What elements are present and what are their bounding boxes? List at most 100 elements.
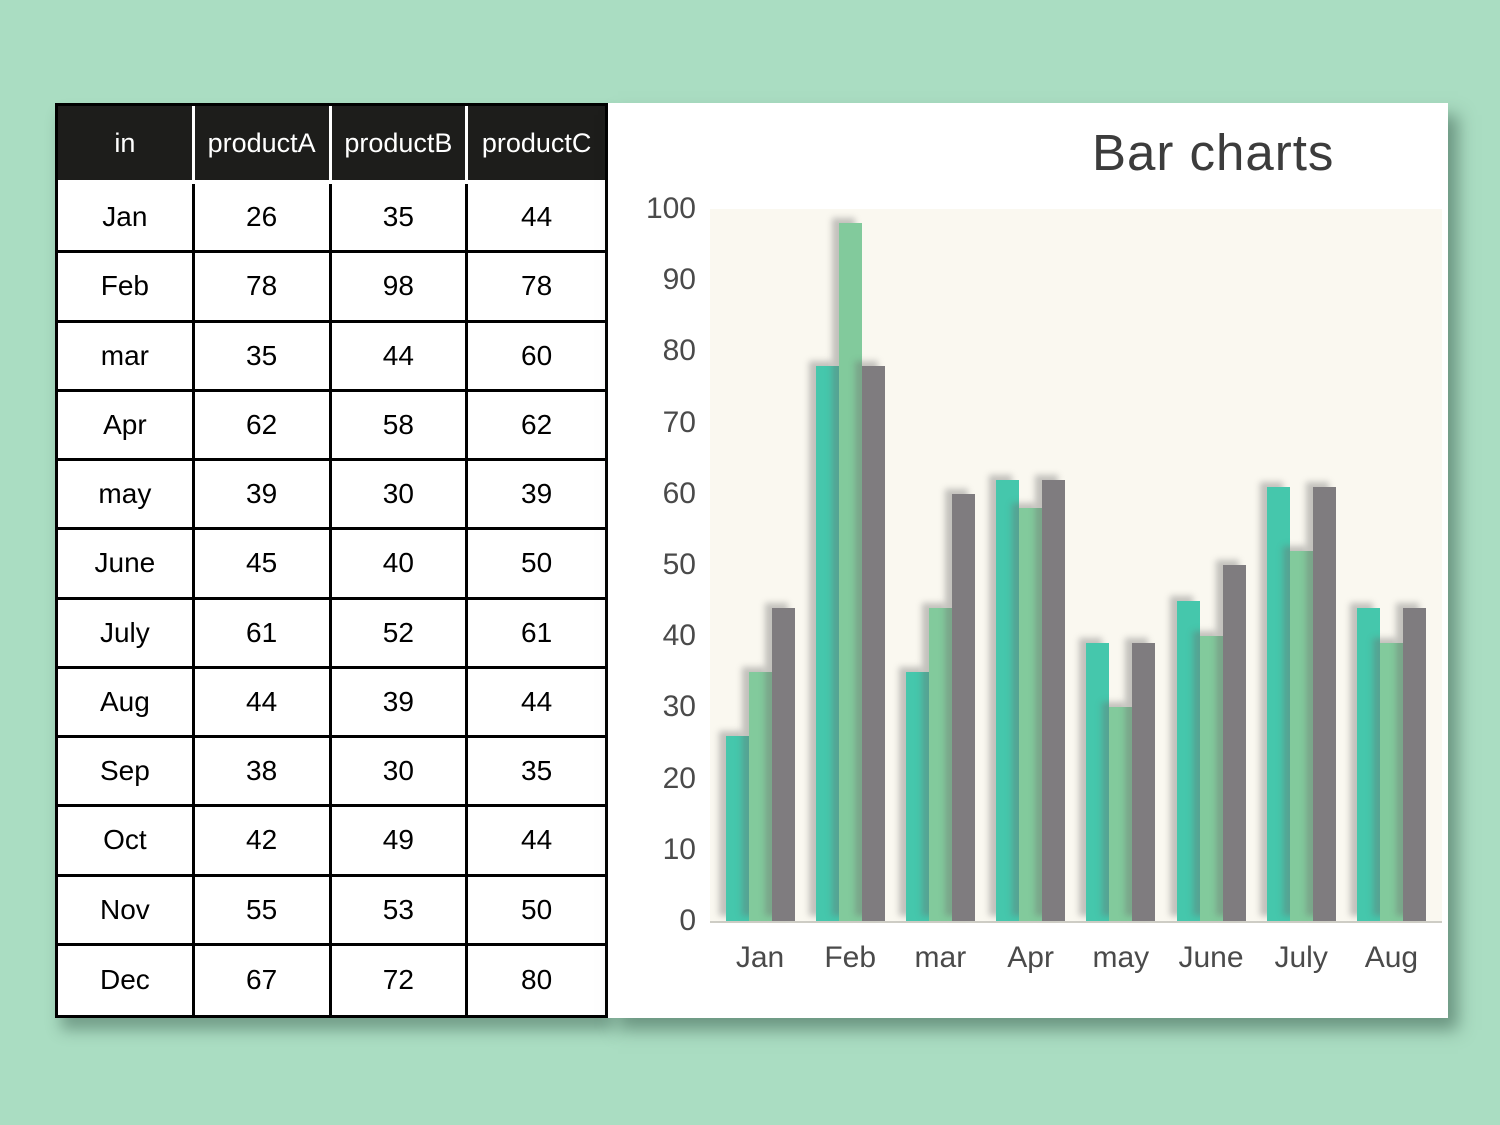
table-month-cell: Nov — [58, 876, 195, 946]
bar-group-may — [1086, 643, 1156, 921]
table-value-cell: 80 — [468, 945, 605, 1015]
table-value-cell: 61 — [468, 599, 605, 669]
table-value-cell: 26 — [194, 184, 332, 254]
bar-productB-July — [1289, 550, 1313, 921]
table-month-cell: July — [58, 599, 195, 669]
table-month-cell: Feb — [58, 253, 195, 323]
table-value-cell: 44 — [468, 668, 605, 738]
bar-productC-Apr — [1042, 479, 1066, 921]
x-tick-label: Aug — [1364, 941, 1419, 974]
y-tick-label: 90 — [662, 263, 696, 297]
table-value-cell: 49 — [331, 807, 469, 877]
y-tick-label: 60 — [662, 476, 696, 510]
y-tick-label: 70 — [662, 405, 696, 439]
table-value-cell: 39 — [331, 668, 469, 738]
table-month-cell: Dec — [58, 945, 195, 1015]
table-month-cell: Apr — [58, 391, 195, 461]
y-tick-label: 40 — [662, 619, 696, 653]
table-value-cell: 72 — [331, 945, 469, 1015]
x-tick-label: Feb — [824, 941, 877, 974]
bar-productC-may — [1132, 643, 1156, 921]
bar-productA-Apr — [996, 479, 1020, 921]
table-value-cell: 50 — [468, 876, 605, 946]
bar-productC-Aug — [1402, 607, 1426, 921]
table-value-cell: 44 — [468, 807, 605, 877]
table-header-in: in — [58, 106, 195, 184]
bar-productB-June — [1199, 636, 1223, 921]
x-tick-label: Apr — [1007, 941, 1054, 974]
chart-title: Bar charts — [1092, 124, 1335, 181]
table-header-productB: productB — [331, 106, 469, 184]
x-tick-label: mar — [914, 941, 967, 974]
y-axis: 0 10 20 30 40 50 60 70 80 90 100 — [608, 192, 696, 937]
table-value-cell: 44 — [468, 184, 605, 254]
x-axis: Jan Feb mar Apr may June July Aug — [710, 923, 1442, 983]
bar-group-Apr — [996, 479, 1066, 921]
bar-productA-July — [1266, 486, 1290, 921]
y-tick-label: 0 — [679, 904, 696, 937]
bar-productA-mar — [905, 671, 929, 921]
bar-productB-Aug — [1379, 643, 1403, 921]
y-tick-label: 100 — [645, 192, 696, 225]
table-value-cell: 40 — [331, 530, 469, 600]
y-tick-label: 10 — [662, 832, 696, 866]
bar-productB-may — [1109, 707, 1133, 921]
table-value-cell: 52 — [331, 599, 469, 669]
table-month-cell: may — [58, 461, 195, 531]
table-month-cell: Oct — [58, 807, 195, 877]
data-table: in productA productB productC Jan 26 35 44 Feb 78… — [55, 103, 608, 1018]
table-value-cell: 67 — [194, 945, 332, 1015]
bar-productB-Apr — [1019, 508, 1043, 921]
x-tick-label: July — [1274, 941, 1328, 974]
table-month-cell: Jan — [58, 184, 195, 254]
bar-group-June — [1176, 565, 1246, 921]
table-value-cell: 58 — [331, 391, 469, 461]
y-tick-label: 50 — [662, 548, 696, 581]
bar-productC-mar — [951, 493, 975, 921]
x-tick-label: June — [1178, 941, 1244, 974]
bar-productB-Feb — [838, 223, 862, 921]
table-month-cell: June — [58, 530, 195, 600]
bar-productB-Jan — [748, 671, 772, 921]
table-value-cell: 62 — [468, 391, 605, 461]
bar-productA-Jan — [725, 735, 749, 921]
bar-group-Feb — [815, 223, 885, 921]
y-tick-label: 20 — [662, 761, 696, 795]
table-value-cell: 55 — [194, 876, 332, 946]
table-month-cell: Sep — [58, 738, 195, 808]
y-tick-label: 80 — [662, 334, 696, 368]
table-value-cell: 42 — [194, 807, 332, 877]
bar-productC-July — [1312, 486, 1336, 921]
table-value-cell: 35 — [468, 738, 605, 808]
bar-productA-Feb — [815, 365, 839, 921]
table-month-cell: mar — [58, 322, 195, 392]
x-tick-label: may — [1092, 941, 1150, 974]
x-tick-label: Jan — [735, 941, 785, 974]
bar-productA-June — [1176, 600, 1200, 921]
bar-group-mar — [905, 493, 975, 921]
bar-productA-Aug — [1356, 607, 1380, 921]
table-value-cell: 61 — [194, 599, 332, 669]
bar-group-July — [1266, 486, 1336, 921]
table-value-cell: 60 — [468, 322, 605, 392]
table-value-cell: 98 — [331, 253, 469, 323]
bar-productB-mar — [928, 607, 952, 921]
y-tick-label: 30 — [662, 690, 696, 724]
table-value-cell: 35 — [331, 184, 469, 254]
table-value-cell: 30 — [331, 738, 469, 808]
bar-productC-June — [1222, 565, 1246, 921]
plot-area — [710, 209, 1442, 923]
table-value-cell: 35 — [194, 322, 332, 392]
table-value-cell: 78 — [468, 253, 605, 323]
table-value-cell: 78 — [194, 253, 332, 323]
bar-productC-Jan — [771, 607, 795, 921]
table-value-cell: 62 — [194, 391, 332, 461]
table-header-productA: productA — [194, 106, 332, 184]
bar-group-Aug — [1356, 607, 1426, 921]
table-value-cell: 50 — [468, 530, 605, 600]
bar-productA-may — [1086, 643, 1110, 921]
chart-panel: Bar charts 0 10 20 30 40 50 60 70 80 90 100 Jan Feb… — [608, 103, 1448, 1018]
table-value-cell: 45 — [194, 530, 332, 600]
table-value-cell: 30 — [331, 461, 469, 531]
table-value-cell: 53 — [331, 876, 469, 946]
